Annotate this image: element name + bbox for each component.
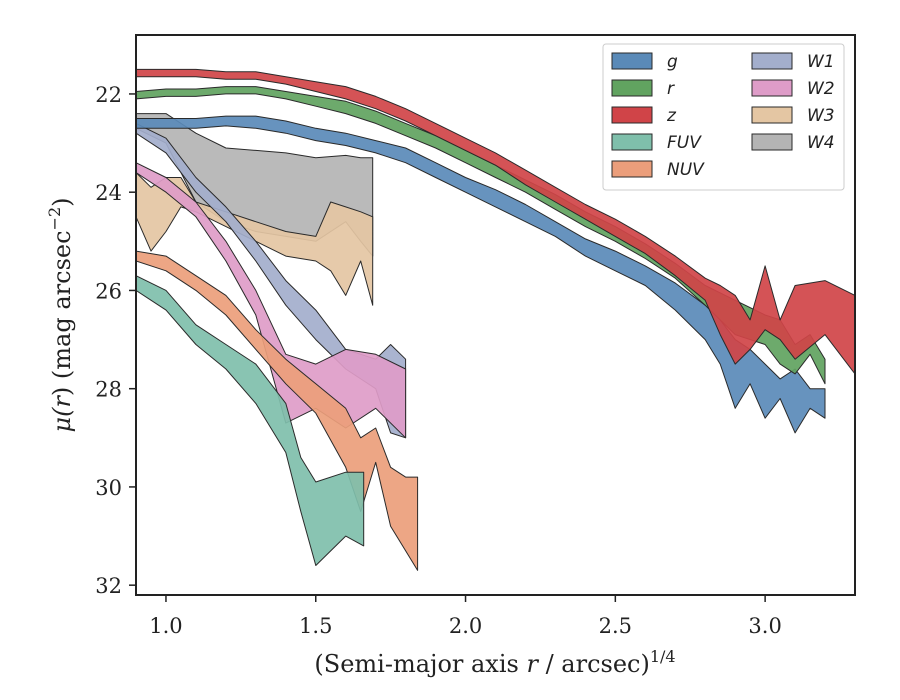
x-tick-label: 3.0 xyxy=(748,614,781,638)
legend-swatch-r xyxy=(611,79,653,97)
y-tick-label: 30 xyxy=(95,476,122,500)
y-tick-label: 28 xyxy=(95,378,122,402)
band-fuv xyxy=(136,275,365,566)
y-tick-label: 32 xyxy=(95,574,122,598)
legend-swatch-g xyxy=(611,52,653,70)
y-tick-label: 26 xyxy=(95,279,122,303)
y-axis-ticks: 22 24 26 28 30 32 xyxy=(95,83,136,598)
band-w2 xyxy=(136,162,407,439)
y-axis-label: μ(r) (mag arcsec−2) xyxy=(45,197,76,432)
legend-label-r: r xyxy=(667,79,675,99)
legend-label-nuv: NUV xyxy=(667,160,705,180)
band-nuv xyxy=(136,250,419,571)
band-r xyxy=(136,86,826,385)
legend-label-w3: W3 xyxy=(807,106,835,126)
band-z xyxy=(136,68,855,375)
x-tick-label: 1.5 xyxy=(299,614,332,638)
legend-swatch-w3 xyxy=(751,106,793,124)
legend-swatch-w4 xyxy=(751,133,793,151)
legend-label-g: g xyxy=(667,52,678,72)
legend-label-w2: W2 xyxy=(807,79,835,99)
plot-frame xyxy=(135,34,856,596)
x-tick-label: 2.5 xyxy=(599,614,632,638)
x-axis-label: (Semi-major axis r / arcsec)1/4 xyxy=(314,647,675,678)
legend-swatch-z xyxy=(611,106,653,124)
x-axis-ticks: 1.0 1.5 2.0 2.5 3.0 xyxy=(149,595,782,638)
legend-label-w1: W1 xyxy=(807,52,835,72)
legend-label-z: z xyxy=(666,106,677,126)
legend-swatch-nuv xyxy=(611,160,653,178)
legend-label-fuv: FUV xyxy=(667,133,702,153)
band-g xyxy=(136,115,826,434)
x-tick-label: 1.0 xyxy=(149,614,182,638)
legend: grz FUV NUV W1 W2 W3 W4 xyxy=(602,43,845,191)
y-tick-label: 24 xyxy=(95,181,122,205)
y-tick-label: 22 xyxy=(95,83,122,107)
legend-swatch-fuv xyxy=(611,133,653,151)
legend-swatch-w1 xyxy=(751,52,793,70)
band-areas xyxy=(136,68,855,571)
x-tick-label: 2.0 xyxy=(449,614,482,638)
legend-swatch-w2 xyxy=(751,79,793,97)
legend-label-w4: W4 xyxy=(807,133,835,153)
